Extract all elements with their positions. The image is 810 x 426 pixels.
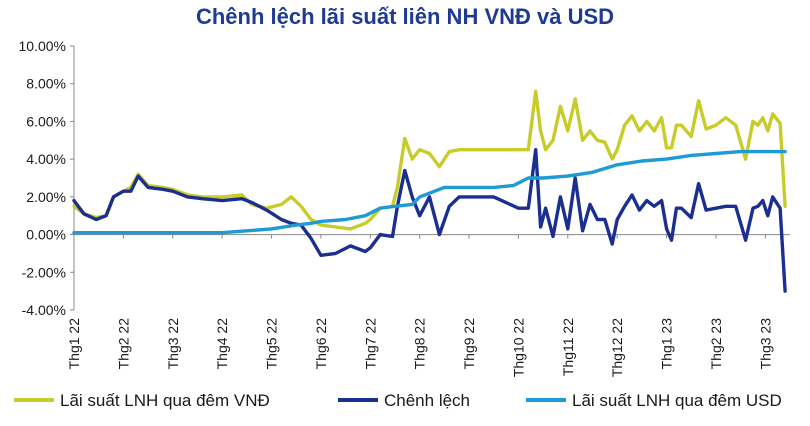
x-tick-label: Thg10 22	[510, 318, 526, 377]
x-tick-label: Thg2 22	[115, 318, 131, 370]
y-tick-label: -2.00%	[22, 264, 66, 280]
y-tick-label: 8.00%	[26, 76, 66, 92]
y-tick-label: 6.00%	[26, 113, 66, 129]
y-tick-label: -4.00%	[22, 302, 66, 318]
x-tick-label: Thg1 23	[659, 318, 675, 370]
usd-rate-line	[72, 149, 787, 235]
x-tick-label: Thg1 22	[66, 318, 82, 370]
x-tick-label: Thg12 22	[609, 318, 625, 377]
x-tick-label: Thg7 22	[362, 318, 378, 370]
chart-title: Chênh lệch lãi suất liên NH VNĐ và USD	[195, 4, 615, 29]
y-tick-label: 0.00%	[26, 227, 66, 243]
x-tick-label: Thg9 22	[461, 318, 477, 370]
y-tick-label: 4.00%	[26, 151, 66, 167]
x-tick-label: Thg8 22	[412, 318, 428, 370]
vnd-rate-line	[72, 89, 787, 231]
spread-line	[72, 147, 787, 293]
x-tick-label: Thg3 22	[165, 318, 181, 370]
legend-entry: Chênh lệch	[384, 391, 470, 410]
legend-entry: Lãi suất LNH qua đêm VNĐ	[60, 391, 270, 410]
x-tick-label: Thg5 22	[264, 318, 280, 370]
legend-entry: Lãi suất LNH qua đêm USD	[572, 391, 782, 410]
x-tick-label: Thg11 22	[560, 318, 576, 376]
x-tick-label: Thg3 23	[757, 318, 773, 370]
x-tick-label: Thg2 23	[708, 318, 724, 370]
x-tick-label: Thg4 22	[214, 318, 230, 370]
y-tick-label: 10.00%	[19, 38, 66, 54]
x-tick-label: Thg6 22	[313, 318, 329, 370]
y-tick-label: 2.00%	[26, 189, 66, 205]
